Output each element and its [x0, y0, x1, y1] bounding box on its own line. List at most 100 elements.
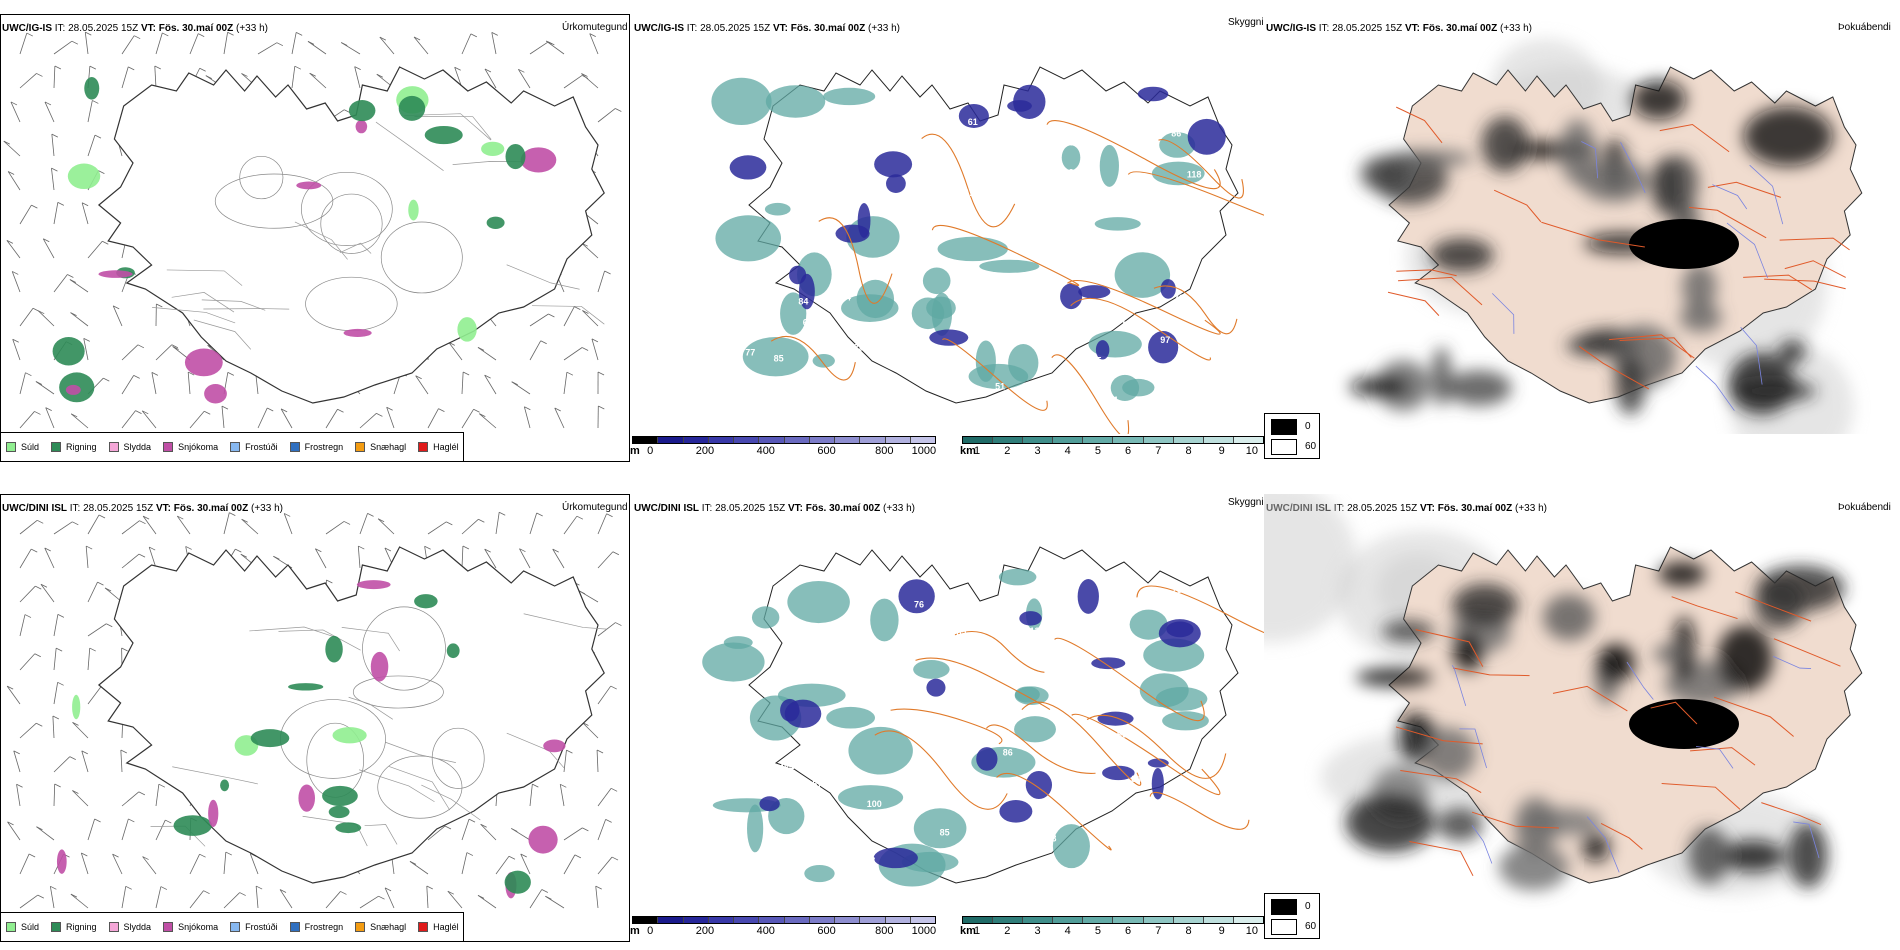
colorbar-segment [1143, 437, 1174, 443]
ceiling-value-label: 57 [812, 780, 822, 790]
ceiling-value-label: 85 [774, 353, 784, 363]
colorbar-tick-label: 7 [1155, 925, 1162, 937]
legend-swatch [230, 922, 241, 932]
ceiling-value-label: 120 [1050, 200, 1065, 210]
colorbar-tick-label: 400 [756, 925, 775, 937]
legend-swatch [163, 922, 174, 932]
colorbar-segment [683, 437, 709, 443]
panel-header: UWC/IG-IS IT: 28.05.2025 15Z VT: Fös. 30… [1266, 23, 1532, 34]
precip-legend-top: Súld Rigning Slydda Snjókoma Frostúði Frostre… [6, 438, 459, 456]
legend-swatch [289, 922, 300, 932]
colorbar-segment [683, 917, 709, 923]
ceiling-value-label: 78 [885, 195, 895, 205]
fog-map-bottom [1264, 494, 1863, 895]
ceiling-value-label: 102 [951, 629, 966, 639]
ceiling-value-label: 96 [1117, 730, 1127, 740]
colorbar-strip [632, 436, 936, 444]
colorbar-tick-label: 5 [1094, 445, 1101, 457]
colorbar-tick-label: 4 [1064, 445, 1071, 457]
ceiling-value-label: 95 [1026, 392, 1036, 402]
precip-legend-item: Frostúði [230, 442, 278, 452]
colorbar-segment [910, 437, 935, 443]
ceiling-value-label: 86 [1171, 128, 1181, 138]
ceiling-value-label: 91 [1069, 168, 1079, 178]
colorbar-segment [885, 917, 911, 923]
ceiling-value-label: 106 [841, 162, 856, 172]
colorbar-tick-label: 1 [974, 445, 981, 457]
colorbar-tick-label: 6 [1125, 445, 1132, 457]
colorbar-segment [1053, 917, 1084, 923]
ceiling-value-label: 91 [908, 101, 918, 111]
ceiling-value-label: 96 [1064, 137, 1074, 147]
precip-map-top [3, 31, 622, 429]
legend-label: Rigning [66, 442, 97, 452]
precip-legend-item: Frostregn [289, 922, 344, 932]
ceiling-value-label: 122 [848, 343, 863, 353]
cloud-title: Skyggni [1228, 17, 1264, 28]
colorbar-segment [1113, 917, 1144, 923]
legend-label: Slydda [123, 442, 152, 452]
ceiling-value-label: 63 [803, 318, 813, 328]
ceiling-value-label: 92 [1152, 850, 1162, 860]
colorbar-segment [993, 917, 1024, 923]
precip-legend-bottom: Súld Rigning Slydda Snjókoma Frostúði Frostre… [6, 918, 459, 936]
ceiling-value-label: 57 [1035, 187, 1045, 197]
precip-legend-item: Snæhagl [355, 442, 406, 452]
colorbar-unit: km [960, 925, 976, 937]
colorbar-segment [1203, 917, 1234, 923]
ceiling-value-label: 114 [836, 292, 851, 302]
panel-header: UWC/DINI ISL IT: 28.05.2025 15Z VT: Fös.… [634, 503, 915, 514]
legend-label: Frostregn [304, 922, 344, 932]
fog-panel-bottom: UWC/DINI ISL IT: 28.05.2025 15Z VT: Fös.… [1264, 494, 1894, 950]
ceiling-value-label: 121 [1104, 395, 1119, 405]
colorbar-tick-label: 6 [1125, 925, 1132, 937]
ceiling-value-label: 86 [904, 262, 914, 272]
colorbar-tick-label: 0 [647, 925, 654, 937]
colorbar-tick-label: 200 [695, 925, 715, 937]
colorbar-strip [962, 916, 1264, 924]
precip-legend-item: Haglél [418, 922, 459, 932]
cloud-panel-bottom: UWC/DINI ISL IT: 28.05.2025 15Z VT: Fös.… [630, 494, 1264, 950]
panel-header: UWC/DINI ISL IT: 28.05.2025 15Z VT: Fös.… [2, 503, 283, 514]
legend-label: Rigning [66, 922, 97, 932]
precip-title: Úrkomutegund [562, 22, 628, 33]
colorbar-tick-label: 5 [1094, 925, 1101, 937]
precip-legend-item: Súld [6, 922, 39, 932]
legend-label: Snæhagl [370, 442, 407, 452]
colorbar-tick-label: 200 [695, 445, 715, 457]
legend-label: Frostúði [245, 442, 278, 452]
ceiling-value-label: 484 [779, 762, 794, 772]
legend-swatch [163, 442, 174, 452]
colorbar-segment [734, 437, 760, 443]
ceiling-value-label: 87 [1053, 171, 1063, 181]
ceiling-value-label: 506 [910, 329, 925, 339]
legend-label: Haglél [433, 922, 459, 932]
colorbar-tick-label: 8 [1185, 925, 1192, 937]
precip-legend-item: Slydda [108, 922, 151, 932]
ceiling-value-label: 70 [852, 124, 862, 134]
colorbar-tick-label: 9 [1218, 925, 1225, 937]
colorbar-tick-label: 600 [817, 925, 836, 937]
colorbar-tick-label: 400 [756, 445, 775, 457]
legend-label: Snjókoma [178, 922, 219, 932]
precip-legend-item: Frostúði [230, 922, 278, 932]
ceiling-colorbar-bottom: 0 200 400 600 800 1000 m [630, 916, 936, 938]
ceiling-value-label: 97 [1160, 335, 1170, 345]
precip-legend-item: Rigning [51, 922, 97, 932]
colorbar-segment [860, 437, 886, 443]
ceiling-value-label: 85 [940, 827, 950, 837]
visibility-colorbar-top: 1 2 3 4 5 6 7 8 9 10 km [960, 436, 1264, 458]
colorbar-segment [1023, 917, 1054, 923]
ceiling-value-label: 76 [1174, 293, 1184, 303]
legend-swatch [230, 442, 241, 452]
ceiling-value-label: 113 [761, 639, 776, 649]
colorbar-strip [962, 436, 1264, 444]
legend-swatch [6, 922, 16, 932]
colorbar-tick-label: 9 [1218, 445, 1225, 457]
colorbar-segment [885, 437, 911, 443]
ceiling-value-label: 56 [1123, 320, 1133, 330]
fog-legend-top: 0 60 [1264, 413, 1320, 459]
ceiling-value-label: 87 [837, 780, 847, 790]
colorbar-tick-label: 2 [1004, 925, 1011, 937]
